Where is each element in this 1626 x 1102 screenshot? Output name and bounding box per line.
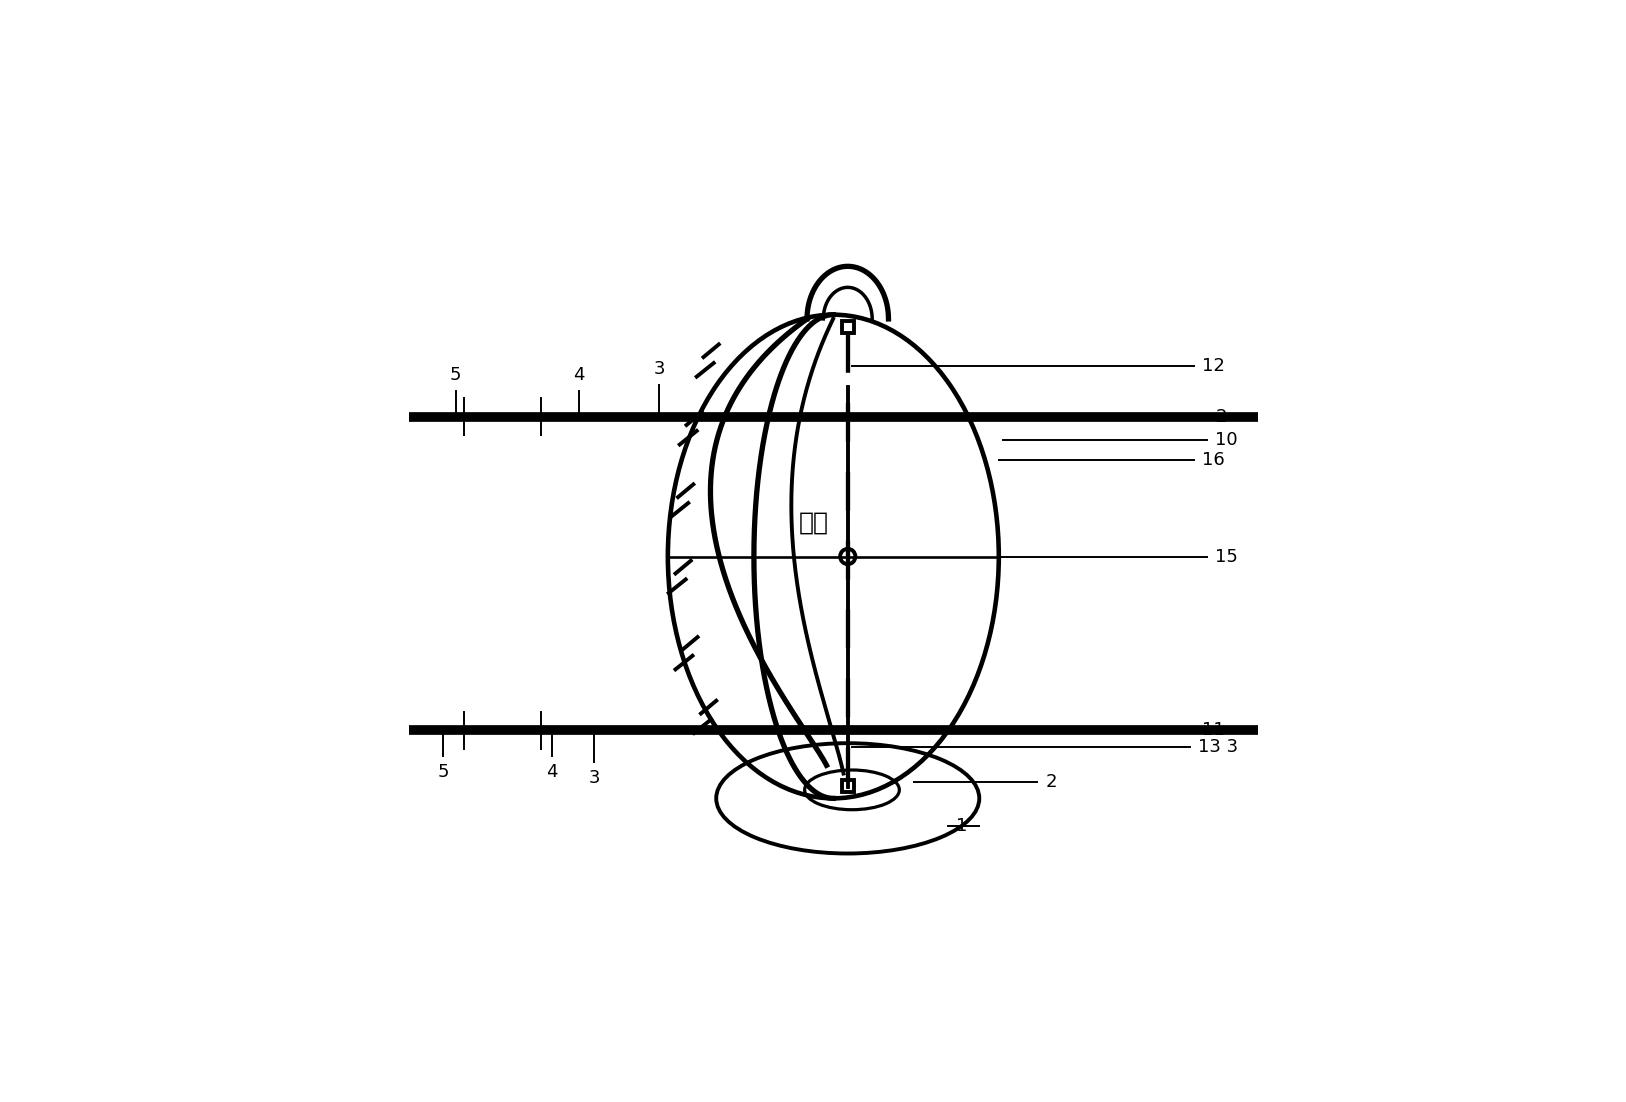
Text: 4: 4 [546, 763, 558, 780]
Text: 13 3: 13 3 [1198, 738, 1239, 756]
Text: 1: 1 [956, 817, 967, 835]
Text: 11: 11 [1203, 722, 1224, 739]
Text: 16: 16 [1203, 451, 1224, 468]
Text: 5: 5 [450, 366, 462, 385]
Text: 3: 3 [654, 360, 665, 378]
Text: 10: 10 [1215, 431, 1237, 450]
Text: 5: 5 [437, 763, 449, 780]
Bar [842, 321, 854, 333]
Text: 12: 12 [1203, 357, 1226, 375]
Bar [842, 780, 854, 792]
Text: 3: 3 [589, 769, 600, 787]
Text: 15: 15 [1215, 548, 1237, 565]
Text: 2: 2 [1215, 408, 1226, 425]
Text: 赤道: 赤道 [798, 510, 829, 534]
Text: 4: 4 [572, 366, 584, 385]
Text: 2: 2 [1046, 773, 1057, 791]
